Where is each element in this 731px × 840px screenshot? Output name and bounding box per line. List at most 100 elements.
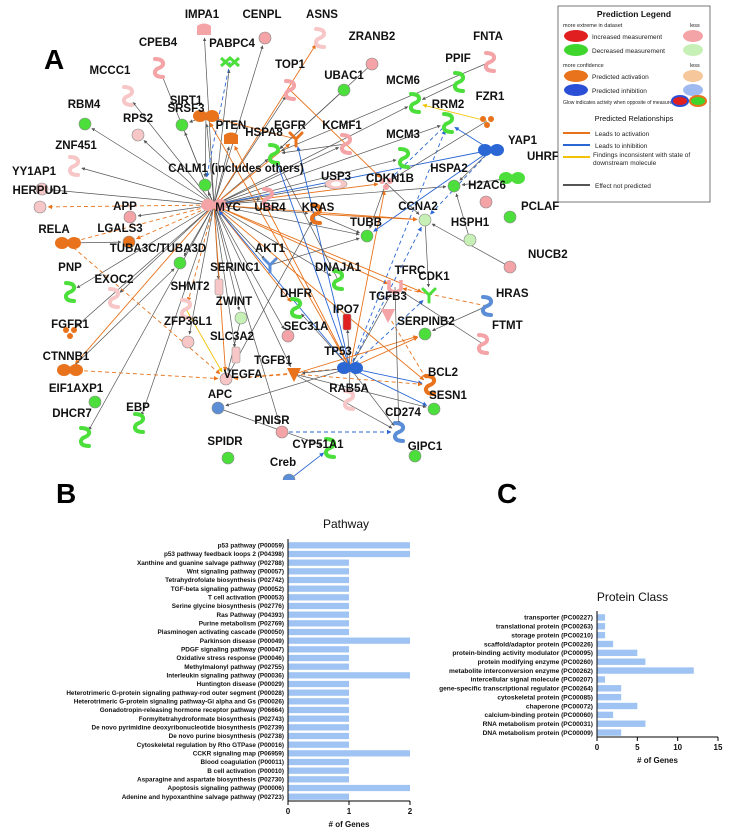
network-edge-myc-rbm4 (91, 127, 215, 206)
legend-rel-inconsistent-wrap: Findings inconsistent with state of down… (593, 152, 690, 167)
network-edge-tp53-cd274 (349, 367, 395, 426)
category-label: De novo purine biosynthesis (P02738) (169, 733, 284, 740)
category-label: Blood coagulation (P00011) (201, 759, 284, 766)
node-label-cenpl: CENPL (243, 9, 282, 21)
node-shape-circle (281, 329, 295, 343)
network-edge-tp53-hspa8 (275, 161, 351, 369)
network-edge-myc-ebp (140, 204, 215, 416)
network-edge-cdkn1b-tubb (369, 182, 387, 229)
category-label: protein-binding activity modulator (PC00… (452, 650, 593, 657)
network-edge-myc-pabpc4 (213, 69, 231, 206)
node-shape-circle (418, 213, 432, 227)
legend-rel-inhibition: Leads to inhibition (595, 143, 648, 150)
x-tick-label: 10 (673, 743, 682, 752)
network-node-ccna2: CCNA2 (398, 201, 438, 227)
network-edge-fnta-hspa8 (281, 61, 491, 152)
network-edge-myc-sec31a (213, 204, 285, 330)
category-label: transporter (PC00227) (524, 615, 593, 622)
network-node-ctnnb1: CTNNB1 (43, 351, 90, 376)
category-label: Parkinson disease (P00049) (200, 638, 284, 645)
category-label: metabolite interconversion enzyme (PC002… (449, 668, 593, 675)
network-edge-yap1-myc (221, 149, 492, 205)
network-edge-myc-tfrc (213, 204, 389, 285)
node-label-znf451: ZNF451 (55, 140, 97, 152)
network-node-rela: RELA (38, 224, 81, 249)
network-edge-myc-mcm3 (213, 158, 397, 206)
legend-swatch-decreased-strong (564, 44, 588, 56)
category-label: TGF-beta signaling pathway (P00052) (171, 586, 284, 593)
bar (597, 711, 614, 719)
node-shape-enzyme (483, 51, 497, 73)
node-shape-circle (258, 31, 272, 45)
network-node-hsph1: HSPH1 (451, 217, 490, 247)
network-edge-tp53-ipo7 (345, 329, 351, 369)
node-shape-circle (131, 128, 145, 142)
node-shape-complex-c (67, 333, 73, 339)
network-edge-shmt2-vegfa (185, 308, 223, 373)
prediction-legend: Prediction Legend more extreme in datase… (557, 5, 711, 203)
network-node-yap1: YAP1 (478, 135, 538, 156)
x-tick-label: 0 (595, 743, 600, 752)
legend-confidence-more: more confidence (563, 63, 604, 69)
node-label-tuba3c: TUBA3C/TUBA3D (110, 243, 206, 255)
node-label-yap1: YAP1 (508, 135, 538, 147)
node-shape-enzyme (261, 187, 275, 209)
bar (288, 784, 410, 792)
legend-rel-none: Effect not predicted (595, 183, 651, 190)
node-label-mcm3: MCM3 (386, 129, 420, 141)
legend-swatch-inhibition-weak (683, 84, 703, 96)
node-shape-circle (181, 335, 195, 349)
node-shape-circle (427, 402, 441, 416)
node-label-egfr: EGFR (274, 120, 307, 132)
bar (288, 741, 349, 748)
node-label-app: APP (113, 201, 137, 213)
bar (597, 614, 606, 621)
node-shape-circle (78, 117, 92, 131)
network-node-bcl2: BCL2 (423, 367, 458, 396)
network-edge-myc-dnaja1 (213, 204, 332, 277)
category-label: Heterotrimeric G-protein signaling pathw… (74, 699, 284, 706)
node-label-calm1: CALM1 (includes others) (168, 163, 304, 175)
network-node-eif1axp1: EIF1AXP1 (49, 383, 104, 409)
node-shape-circle (463, 233, 477, 247)
node-shape-enzyme (397, 147, 411, 169)
network-edge-myc-slc3a2 (213, 204, 237, 348)
pathway-bar-chart: Pathway p53 pathway (P00059)p53 pathway f… (66, 517, 412, 829)
node-shape-complex-c (383, 184, 389, 190)
node-label-ctnnb1: CTNNB1 (43, 351, 90, 363)
node-shape-enzyme (267, 143, 281, 165)
network-node-cpeb4: CPEB4 (139, 37, 178, 79)
node-shape-enzyme (289, 297, 303, 319)
node-shape-transcription-right (213, 199, 227, 211)
network-node-dnaja1: DNAJA1 (315, 262, 362, 291)
legend-swatch-increased-strong (564, 30, 588, 42)
node-shape-enzyme (441, 112, 455, 134)
node-label-rps2: RPS2 (123, 113, 153, 125)
node-shape-complex-a (379, 178, 385, 184)
node-shape-kinase (288, 131, 304, 148)
node-label-lgals3: LGALS3 (97, 223, 142, 235)
legend-glow-swatch-red (671, 95, 689, 107)
category-label: Adenine and hypoxanthine salvage pathway… (122, 794, 284, 801)
network-edge-ccna2-cdk1 (424, 219, 431, 288)
network-node-zwint: ZWINT (216, 296, 252, 325)
category-label: Cytoskeletal regulation by Rho GTPase (P… (137, 742, 284, 749)
legend-increased: Increased measurement (592, 34, 662, 41)
network-edge-myc-zfp36l1 (188, 204, 215, 335)
network-edge-kcmf1-hspa8 (281, 143, 347, 155)
legend-inhibition: Predicted inhibition (592, 88, 647, 95)
network-node-asns: ASNS (306, 9, 338, 49)
network-edge-sirt1-calm1 (203, 115, 207, 178)
node-shape-circle (503, 260, 517, 274)
node-shape-transcription-right (511, 172, 525, 184)
category-label: B cell activation (P00010) (207, 768, 284, 775)
network-node-ebp: EBP (126, 402, 150, 434)
bar (288, 542, 410, 549)
node-shape-transcription-right (69, 364, 83, 376)
bar (597, 676, 606, 683)
node-shape-transcription-left (478, 144, 492, 156)
node-label-ubac1: UBAC1 (324, 70, 364, 82)
network-node-tubb: TUBB (350, 217, 382, 243)
node-label-ccna2: CCNA2 (398, 201, 438, 213)
network-node-znf451: ZNF451 (55, 140, 97, 177)
